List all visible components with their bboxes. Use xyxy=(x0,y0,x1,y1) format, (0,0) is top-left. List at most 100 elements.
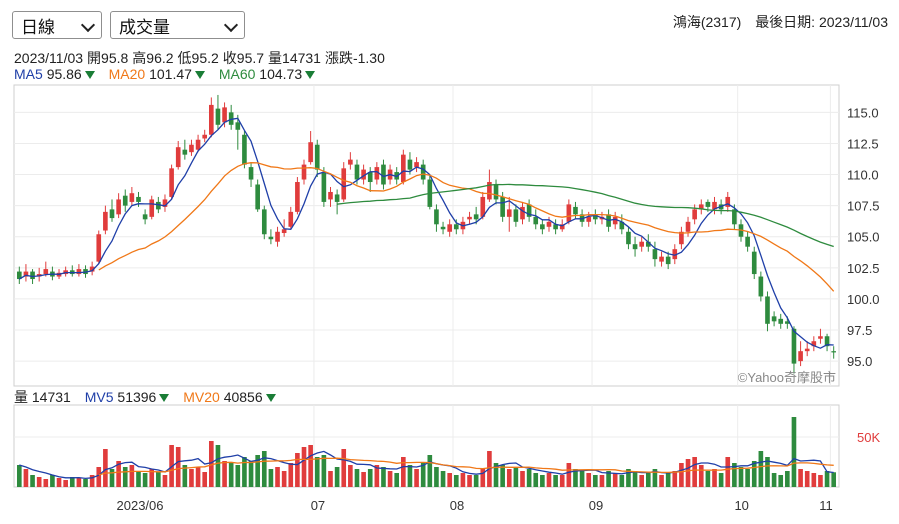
volume-bar xyxy=(553,475,558,487)
candle-body xyxy=(645,241,651,247)
volume-bar xyxy=(513,467,519,487)
candle-body xyxy=(301,164,307,180)
triangle-down-icon xyxy=(194,71,205,79)
ohlc-readout: 2023/11/03 開95.8 高96.2 低95.2 收95.7 量14731 漲跌-1… xyxy=(14,48,389,68)
candle-body xyxy=(440,226,446,230)
candle-body xyxy=(182,149,188,155)
x-tick-label: 10 xyxy=(734,498,748,513)
candle-body xyxy=(209,104,214,135)
candle-body xyxy=(652,249,658,260)
volume-bar xyxy=(255,455,260,487)
candle-body xyxy=(619,221,625,230)
price-tick-label: 107.5 xyxy=(847,199,880,214)
volume-bar xyxy=(314,457,320,487)
volume-bar xyxy=(824,471,830,487)
volume-bar xyxy=(394,473,400,487)
volume-bar xyxy=(328,471,333,487)
volume-bar xyxy=(374,465,380,487)
volume-bar xyxy=(698,465,704,487)
candle-body xyxy=(328,191,333,200)
volume-bar xyxy=(725,457,731,487)
volume-bar xyxy=(16,465,22,487)
volume-legend: 量 14731 MV5 51396 MV20 40856 xyxy=(14,387,286,407)
candle-body xyxy=(401,154,406,183)
indicator-select-value: 成交量 xyxy=(119,17,170,37)
candle-body xyxy=(698,204,704,210)
volume-bar xyxy=(43,479,49,487)
candle-body xyxy=(129,193,135,202)
candle-body xyxy=(818,336,823,339)
price-tick-label: 112.5 xyxy=(847,136,879,151)
ma5-legend[interactable]: MA5 95.86 xyxy=(14,66,95,82)
candle-body xyxy=(248,167,254,180)
candle-body xyxy=(579,214,585,222)
candle-body xyxy=(420,164,426,180)
candle-body xyxy=(506,209,512,217)
candle-body xyxy=(103,211,108,231)
ma20-legend[interactable]: MA20 101.47 xyxy=(109,66,205,82)
volume-bar xyxy=(500,465,505,487)
volume-bar xyxy=(765,457,770,487)
indicator-select[interactable]: 成交量 xyxy=(110,11,245,39)
volume-bar xyxy=(606,471,611,487)
candle-body xyxy=(149,199,155,217)
candle-body xyxy=(354,164,360,180)
volume-bar xyxy=(354,469,360,487)
mv5-legend[interactable]: MV5 51396 xyxy=(85,389,170,405)
volume-bar xyxy=(586,473,592,487)
volume-bar xyxy=(109,469,115,487)
mv20-legend[interactable]: MV20 40856 xyxy=(183,389,276,405)
candle-body xyxy=(745,236,750,247)
volume-bar xyxy=(69,477,75,487)
volume-bar xyxy=(771,473,777,487)
watermark: ©Yahoo奇摩股市 xyxy=(738,370,836,385)
volume-bar xyxy=(573,469,578,487)
volume-bar xyxy=(546,473,552,487)
volume-bar xyxy=(778,475,784,487)
candle-body xyxy=(341,168,347,200)
candle-body xyxy=(30,271,35,280)
volume-bar xyxy=(679,463,684,487)
volume-bar xyxy=(189,469,194,487)
candle-body xyxy=(712,201,717,210)
candle-body xyxy=(791,328,797,364)
volume-panel-frame xyxy=(13,404,840,488)
candle-body xyxy=(275,231,280,242)
volume-bar xyxy=(599,475,605,487)
volume-bar xyxy=(23,469,29,487)
x-tick-label: 08 xyxy=(450,498,464,513)
volume-bar xyxy=(83,479,88,487)
candle-body xyxy=(367,172,373,183)
candle-body xyxy=(222,107,227,123)
candle-body xyxy=(725,196,731,207)
period-select[interactable]: 日線 xyxy=(12,11,102,39)
candle-body xyxy=(76,269,82,275)
x-tick-label: 11 xyxy=(819,498,833,513)
candle-body xyxy=(553,224,558,230)
volume-bar xyxy=(804,471,810,487)
candle-body xyxy=(493,184,499,200)
volume-bar xyxy=(175,447,181,487)
candle-body xyxy=(295,182,300,212)
ma-legend: MA5 95.86 MA20 101.47 MA60 104.73 xyxy=(14,66,325,82)
ohlc-open: 開95.8 xyxy=(87,50,129,66)
candle-body xyxy=(334,194,340,202)
price-tick-label: 102.5 xyxy=(847,261,880,276)
candle-body xyxy=(520,206,525,220)
volume-bar xyxy=(129,465,135,487)
volume-bar xyxy=(818,475,823,487)
volume-bar xyxy=(407,465,413,487)
ma60-legend[interactable]: MA60 104.73 xyxy=(219,66,316,82)
candle-body xyxy=(434,209,439,225)
candle-body xyxy=(705,201,711,207)
volume-bar xyxy=(414,469,419,487)
candle-body xyxy=(639,241,644,247)
candle-body xyxy=(771,316,777,322)
ma5-line xyxy=(18,117,834,349)
volume-bar xyxy=(659,475,664,487)
volume-bar xyxy=(63,480,68,487)
volume-bar xyxy=(447,473,452,487)
volume-bar xyxy=(626,469,631,487)
volume-bar xyxy=(228,463,234,487)
